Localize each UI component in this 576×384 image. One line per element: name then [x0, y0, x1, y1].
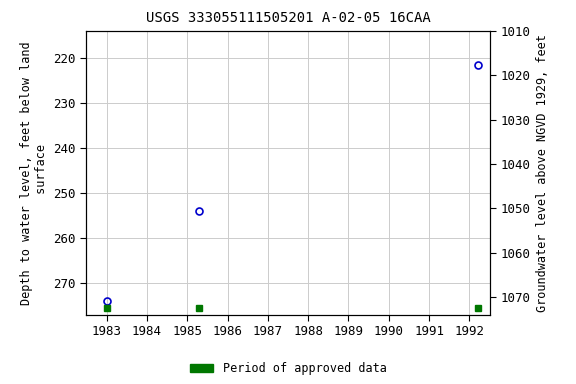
- Title: USGS 333055111505201 A-02-05 16CAA: USGS 333055111505201 A-02-05 16CAA: [146, 12, 430, 25]
- Y-axis label: Depth to water level, feet below land
 surface: Depth to water level, feet below land su…: [20, 41, 48, 305]
- Y-axis label: Groundwater level above NGVD 1929, feet: Groundwater level above NGVD 1929, feet: [536, 34, 548, 312]
- Legend: Period of approved data: Period of approved data: [185, 358, 391, 380]
